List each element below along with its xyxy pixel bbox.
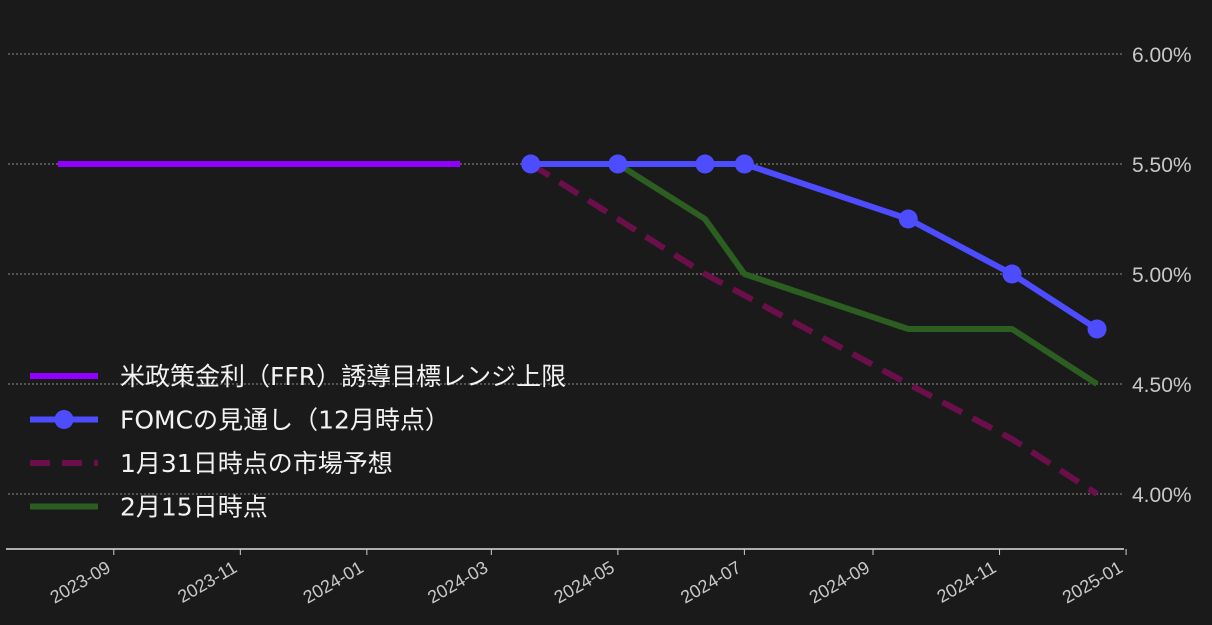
y-axis: 4.00% 4.50% 5.00% 5.50% 6.00% xyxy=(1132,44,1192,507)
y-tick-label: 5.50% xyxy=(1132,154,1192,177)
series-point-3 xyxy=(521,154,541,174)
series-point-3 xyxy=(695,154,715,174)
series-layer xyxy=(57,154,1107,497)
y-tick-label: 6.00% xyxy=(1132,44,1192,67)
legend-label-1: FOMCの見通し（12月時点） xyxy=(120,406,450,435)
legend-label-2: 1月31日時点の市場予想 xyxy=(120,449,393,478)
series-point-3 xyxy=(1002,264,1022,284)
y-tick-label: 5.00% xyxy=(1132,264,1192,287)
y-tick-label: 4.50% xyxy=(1132,374,1192,397)
legend-label-3: 2月15日時点 xyxy=(120,493,268,522)
series-point-3 xyxy=(898,209,918,229)
y-tick-label: 4.00% xyxy=(1132,484,1192,507)
legend-marker-1 xyxy=(54,410,74,429)
legend: 米政策金利（FFR）誘導目標レンジ上限 FOMCの見通し（12月時点） 1月31日時… xyxy=(30,362,566,522)
series-point-3 xyxy=(734,154,754,174)
series-point-3 xyxy=(1087,319,1107,339)
series-line-1 xyxy=(529,161,1099,497)
series-point-3 xyxy=(608,154,628,174)
legend-label-0: 米政策金利（FFR）誘導目標レンジ上限 xyxy=(120,362,566,391)
